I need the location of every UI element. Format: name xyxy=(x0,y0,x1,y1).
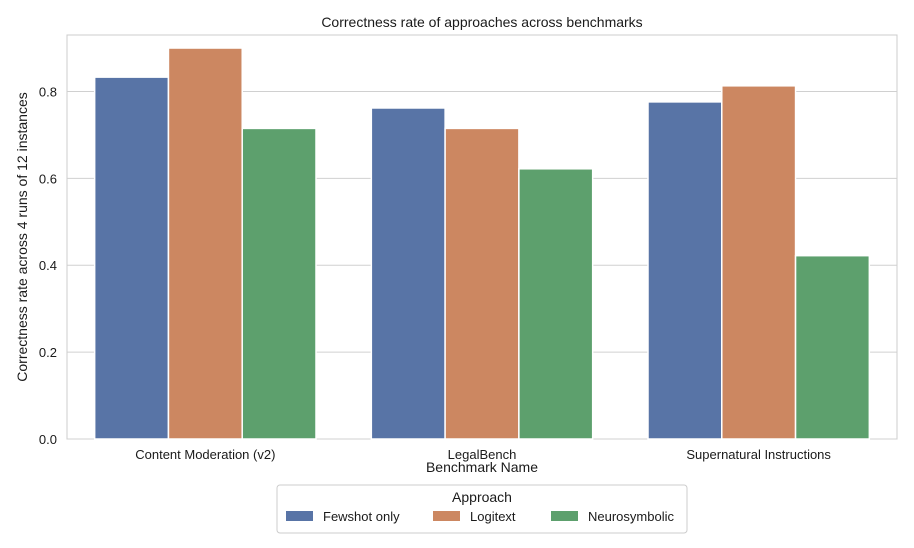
legend-swatch xyxy=(551,511,578,521)
legend-swatch xyxy=(286,511,313,521)
bar-logitext-2 xyxy=(721,85,797,440)
x-tick-label: Content Moderation (v2) xyxy=(135,447,275,462)
bar-fewshot-only-1 xyxy=(370,107,446,440)
bar-neurosymbolic-0 xyxy=(241,127,317,440)
bar-fewshot-only-0 xyxy=(93,76,170,440)
y-tick-label: 0.0 xyxy=(39,432,57,447)
bar-neurosymbolic-2 xyxy=(794,254,871,440)
x-tick-label: Supernatural Instructions xyxy=(686,447,831,462)
legend-swatch xyxy=(433,511,460,521)
legend-label: Fewshot only xyxy=(323,509,400,524)
x-axis-label: Benchmark Name xyxy=(426,459,538,475)
bar-fewshot-only-2 xyxy=(647,101,723,440)
legend-title: Approach xyxy=(452,489,512,505)
legend: Approach Fewshot only Logitext Neurosymbol… xyxy=(276,484,688,534)
x-tick-label: LegalBench xyxy=(448,447,517,462)
bar-logitext-0 xyxy=(167,47,243,440)
bars-group xyxy=(93,47,871,440)
chart-title: Correctness rate of approaches across be… xyxy=(321,14,642,30)
y-axis-label: Correctness rate across 4 runs of 12 ins… xyxy=(14,92,30,381)
legend-label: Neurosymbolic xyxy=(588,509,674,524)
x-axis-ticks: Content Moderation (v2) LegalBench Superna… xyxy=(135,447,831,462)
y-tick-label: 0.4 xyxy=(39,258,57,273)
bar-logitext-1 xyxy=(444,127,520,440)
y-tick-label: 0.2 xyxy=(39,345,57,360)
legend-frame xyxy=(276,484,688,534)
bar-neurosymbolic-1 xyxy=(518,168,594,440)
y-tick-label: 0.8 xyxy=(39,84,57,99)
y-tick-label: 0.6 xyxy=(39,171,57,186)
y-axis-ticks: 0.0 0.2 0.4 0.6 0.8 xyxy=(39,84,57,447)
legend-label: Logitext xyxy=(470,509,516,524)
